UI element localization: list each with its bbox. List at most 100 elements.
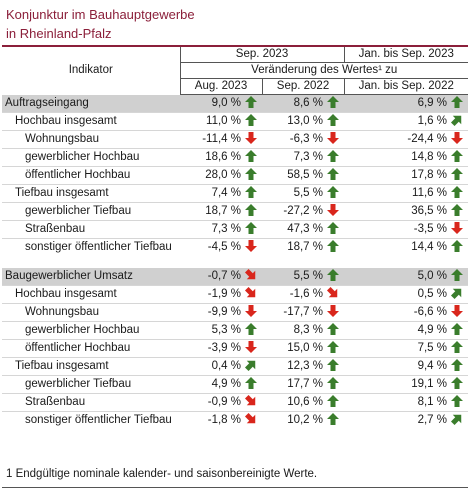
indicator-table: Indikator Sep. 2023 Jan. bis Sep. 2023 V… <box>2 45 468 429</box>
change-value: 7,3 % <box>211 223 241 235</box>
value-cell: 17,8 % <box>344 166 468 185</box>
change-value: 7,4 % <box>211 187 241 199</box>
change-value: 58,5 % <box>287 169 323 181</box>
value-cell: -0,7 % <box>180 268 262 286</box>
change-value: 18,6 % <box>205 151 241 163</box>
value-cell: -1,9 % <box>180 285 262 304</box>
value-cell: 8,1 % <box>344 393 468 412</box>
trend-up-arrow-icon <box>244 114 258 126</box>
value-cell: -1,6 % <box>262 285 344 304</box>
table-row: sonstiger öffentlicher Tiefbau -4,5 % 18,7… <box>2 238 468 256</box>
table-body: Auftragseingang 9,0 % 8,6 % 6,9 % Hochbau in… <box>2 94 468 429</box>
value-cell: -4,5 % <box>180 238 262 256</box>
value-cell: 9,0 % <box>180 94 262 113</box>
table-row: Wohnungsbau -9,9 % -17,7 % -6,6 % <box>2 303 468 322</box>
trend-down-arrow-icon <box>244 240 258 252</box>
trend-up-arrow-icon <box>450 96 464 108</box>
row-label: Tiefbau insgesamt <box>2 184 180 203</box>
table-row: gewerblicher Tiefbau 4,9 % 17,7 % 19,1 % <box>2 375 468 394</box>
change-value: 6,9 % <box>417 97 447 109</box>
change-value: 17,8 % <box>411 169 447 181</box>
trend-up-arrow-icon <box>326 114 340 126</box>
change-value: 8,6 % <box>293 97 323 109</box>
trend-up-right-arrow-icon <box>450 114 464 127</box>
value-cell: -1,8 % <box>180 411 262 429</box>
change-value: 8,1 % <box>417 396 447 408</box>
change-value: 11,6 % <box>412 187 447 199</box>
change-value: 7,3 % <box>293 151 323 163</box>
change-value: 2,7 % <box>417 414 447 426</box>
table-row: Hochbau insgesamt 11,0 % 13,0 % 1,6 % <box>2 112 468 131</box>
value-cell: -6,3 % <box>262 130 344 149</box>
title-line-2: in Rheinland-Pfalz <box>6 26 112 41</box>
change-value: -3,5 % <box>413 223 447 235</box>
spacer-row <box>2 256 468 268</box>
change-value: 9,0 % <box>211 97 241 109</box>
row-label: öffentlicher Hochbau <box>2 339 180 358</box>
change-value: -27,2 % <box>283 205 323 217</box>
change-value: 12,3 % <box>287 360 323 372</box>
value-cell: 4,9 % <box>180 375 262 394</box>
change-value: 5,0 % <box>417 270 447 282</box>
trend-up-arrow-icon <box>326 269 340 281</box>
table-title: Konjunktur im Bauhauptgewerbe in Rheinla… <box>6 5 195 43</box>
trend-up-arrow-icon <box>450 150 464 162</box>
value-cell: 58,5 % <box>262 166 344 185</box>
row-label: gewerblicher Hochbau <box>2 148 180 167</box>
trend-up-arrow-icon <box>326 413 340 425</box>
row-label: Hochbau insgesamt <box>2 285 180 304</box>
trend-up-arrow-icon <box>326 222 340 234</box>
trend-down-arrow-icon <box>244 341 258 353</box>
row-label: Straßenbau <box>2 393 180 412</box>
value-cell: 0,5 % <box>344 285 468 304</box>
trend-down-arrow-icon <box>326 305 340 317</box>
change-value: 4,9 % <box>211 378 241 390</box>
change-value: 0,4 % <box>211 360 241 372</box>
change-value: 7,5 % <box>417 342 447 354</box>
change-value: -0,7 % <box>207 270 241 282</box>
row-label: sonstiger öffentlicher Tiefbau <box>2 411 180 429</box>
value-cell: -0,9 % <box>180 393 262 412</box>
value-cell: 5,5 % <box>262 184 344 203</box>
row-label: Straßenbau <box>2 220 180 239</box>
change-value: 5,3 % <box>211 324 241 336</box>
change-value: -1,6 % <box>289 288 323 300</box>
table-row: Tiefbau insgesamt 7,4 % 5,5 % 11,6 % <box>2 184 468 203</box>
change-value: -4,5 % <box>207 241 241 253</box>
trend-down-arrow-icon <box>326 204 340 216</box>
trend-up-arrow-icon <box>244 186 258 198</box>
trend-up-arrow-icon <box>326 240 340 252</box>
table-row: öffentlicher Hochbau 28,0 % 58,5 % 17,8 % <box>2 166 468 185</box>
trend-up-arrow-icon <box>244 96 258 108</box>
trend-up-arrow-icon <box>450 341 464 353</box>
trend-up-arrow-icon <box>326 395 340 407</box>
value-cell: 6,9 % <box>344 94 468 113</box>
value-cell: 2,7 % <box>344 411 468 429</box>
value-cell: 7,3 % <box>262 148 344 167</box>
change-value: 10,2 % <box>287 414 323 426</box>
trend-up-arrow-icon <box>326 150 340 162</box>
trend-up-arrow-icon <box>244 204 258 216</box>
trend-up-arrow-icon <box>450 323 464 335</box>
row-label: gewerblicher Tiefbau <box>2 375 180 394</box>
change-value: 28,0 % <box>205 169 241 181</box>
value-cell: 19,1 % <box>344 375 468 394</box>
value-cell: 11,6 % <box>344 184 468 203</box>
value-cell: -9,9 % <box>180 303 262 322</box>
change-value: 0,5 % <box>417 288 447 300</box>
row-label: Hochbau insgesamt <box>2 112 180 131</box>
trend-down-right-arrow-icon <box>244 412 258 425</box>
value-cell: 36,5 % <box>344 202 468 221</box>
value-cell: 7,4 % <box>180 184 262 203</box>
table-row: Wohnungsbau -11,4 % -6,3 % -24,4 % <box>2 130 468 149</box>
trend-up-arrow-icon <box>326 168 340 180</box>
change-value: 18,7 % <box>205 205 241 217</box>
section-row: Auftragseingang 9,0 % 8,6 % 6,9 % <box>2 94 468 113</box>
row-label: Wohnungsbau <box>2 303 180 322</box>
value-cell: 28,0 % <box>180 166 262 185</box>
row-label: Tiefbau insgesamt <box>2 357 180 376</box>
header-indikator: Indikator <box>2 45 180 95</box>
row-label: öffentlicher Hochbau <box>2 166 180 185</box>
row-label: Baugewerblicher Umsatz <box>2 268 180 286</box>
trend-up-arrow-icon <box>244 323 258 335</box>
